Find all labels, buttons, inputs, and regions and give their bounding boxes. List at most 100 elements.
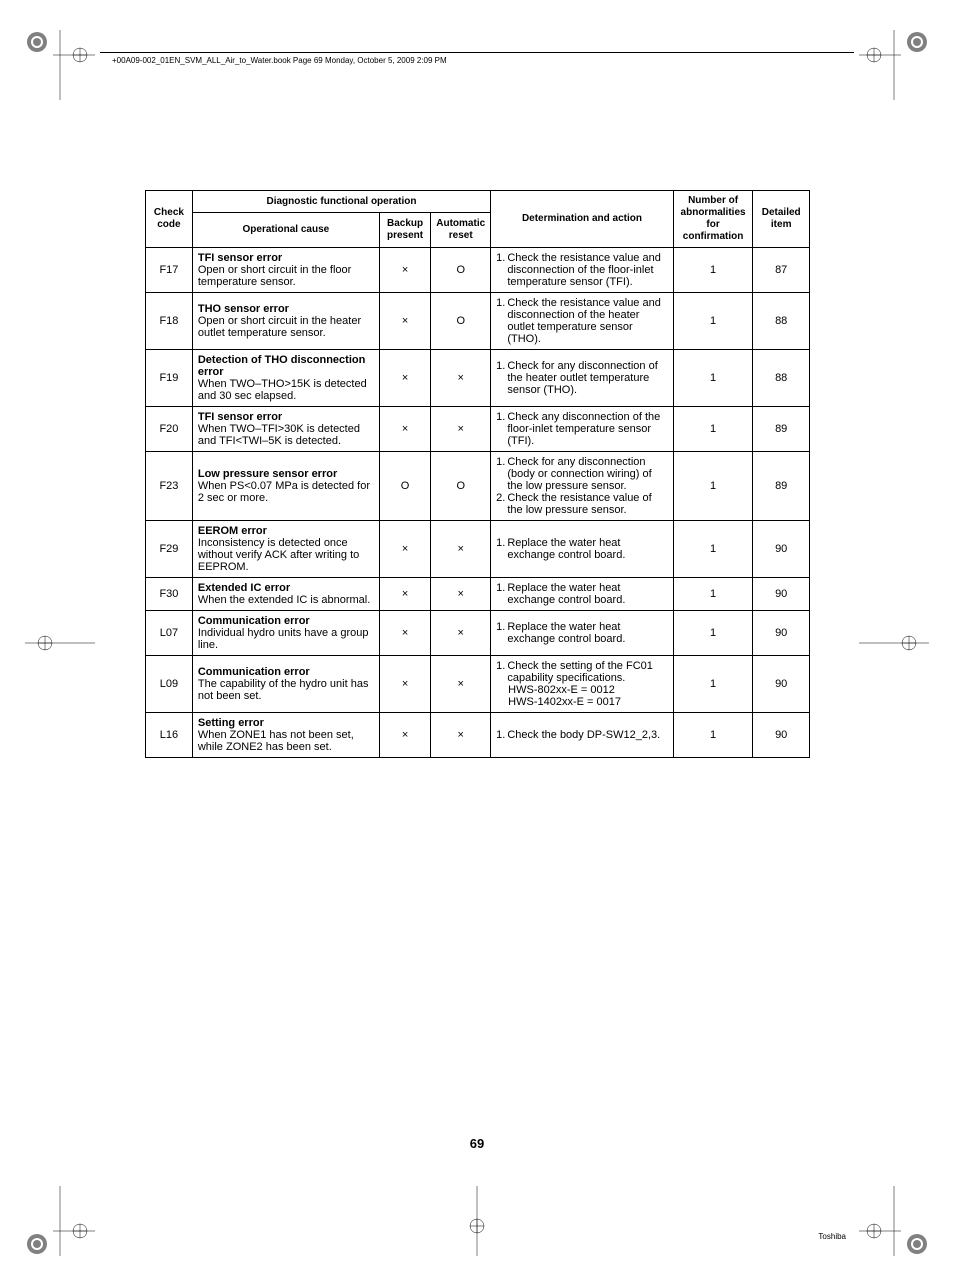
action-number: 2. — [496, 492, 507, 516]
cell-backup-present: × — [379, 407, 430, 452]
cell-detailed-item: 87 — [753, 248, 810, 293]
cell-abnormalities: 1 — [673, 656, 753, 713]
diagnostic-table: Check code Diagnostic functional operati… — [145, 190, 810, 758]
cell-check-code: L07 — [146, 611, 193, 656]
content-area: Check code Diagnostic functional operati… — [145, 190, 810, 758]
cell-check-code: F17 — [146, 248, 193, 293]
cell-auto-reset: × — [431, 578, 491, 611]
cell-check-code: F20 — [146, 407, 193, 452]
cause-body: When the extended IC is abnormal. — [198, 594, 370, 606]
cause-body: Inconsistency is detected once without v… — [198, 537, 359, 573]
cell-auto-reset: × — [431, 407, 491, 452]
crop-mark-mid-bottom — [442, 1186, 512, 1256]
action-number: 1. — [496, 582, 507, 606]
action-indent-text: HWS-1402xx-E = 0017 — [496, 696, 668, 708]
cause-title: Extended IC error — [198, 582, 374, 594]
action-text: Check the setting of the FC01 capability… — [507, 660, 667, 684]
action-line: 1.Replace the water heat exchange contro… — [496, 537, 668, 561]
cell-abnormalities: 1 — [673, 350, 753, 407]
cell-backup-present: × — [379, 350, 430, 407]
cause-body: When ZONE1 has not been set, while ZONE2… — [198, 729, 354, 753]
cell-abnormalities: 1 — [673, 452, 753, 521]
cause-body: Open or short circuit in the floor tempe… — [198, 264, 351, 288]
cell-backup-present: × — [379, 713, 430, 758]
cell-determination-action: 1.Check any disconnection of the floor-i… — [491, 407, 674, 452]
cell-check-code: F29 — [146, 521, 193, 578]
cause-body: The capability of the hydro unit has not… — [198, 678, 369, 702]
action-line: 1.Check the setting of the FC01 capabili… — [496, 660, 668, 684]
action-line: 2.Check the resistance value of the low … — [496, 492, 668, 516]
cell-detailed-item: 90 — [753, 713, 810, 758]
cell-auto-reset: × — [431, 656, 491, 713]
th-backup: Backup present — [379, 213, 430, 248]
action-number: 1. — [496, 729, 507, 741]
cell-determination-action: 1.Check for any disconnection (body or c… — [491, 452, 674, 521]
cell-determination-action: 1.Check for any disconnection of the hea… — [491, 350, 674, 407]
action-text: Replace the water heat exchange control … — [507, 621, 667, 645]
cause-body: When PS<0.07 MPa is detected for 2 sec o… — [198, 480, 370, 504]
cell-detailed-item: 90 — [753, 521, 810, 578]
cell-auto-reset: O — [431, 293, 491, 350]
cause-title: THO sensor error — [198, 303, 374, 315]
cell-backup-present: × — [379, 248, 430, 293]
cell-check-code: L16 — [146, 713, 193, 758]
cause-title: Communication error — [198, 615, 374, 627]
action-text: Check the resistance value and disconnec… — [507, 252, 667, 288]
cause-title: Communication error — [198, 666, 374, 678]
cell-determination-action: 1.Replace the water heat exchange contro… — [491, 611, 674, 656]
footer-brand: Toshiba — [818, 1232, 846, 1241]
cell-operational-cause: Detection of THO disconnection errorWhen… — [192, 350, 379, 407]
action-text: Replace the water heat exchange control … — [507, 582, 667, 606]
table-row: F29EEROM errorInconsistency is detected … — [146, 521, 810, 578]
cell-auto-reset: × — [431, 521, 491, 578]
cell-detailed-item: 88 — [753, 293, 810, 350]
th-diag-op: Diagnostic functional operation — [192, 191, 490, 213]
action-text: Check the resistance value and disconnec… — [507, 297, 667, 345]
cell-operational-cause: Communication errorIndividual hydro unit… — [192, 611, 379, 656]
action-line: 1.Check any disconnection of the floor-i… — [496, 411, 668, 447]
cell-check-code: F30 — [146, 578, 193, 611]
cause-title: Setting error — [198, 717, 374, 729]
cell-backup-present: × — [379, 521, 430, 578]
cell-determination-action: 1.Replace the water heat exchange contro… — [491, 578, 674, 611]
th-op-cause: Operational cause — [192, 213, 379, 248]
action-line: 1.Check the resistance value and disconn… — [496, 252, 668, 288]
cell-abnormalities: 1 — [673, 521, 753, 578]
cell-operational-cause: EEROM errorInconsistency is detected onc… — [192, 521, 379, 578]
cell-determination-action: 1.Replace the water heat exchange contro… — [491, 521, 674, 578]
cause-title: Detection of THO disconnection error — [198, 354, 374, 378]
cause-body: When TWO–TFI>30K is detected and TFI<TWI… — [198, 423, 360, 447]
table-row: F30 Extended IC errorWhen the extended IC… — [146, 578, 810, 611]
table-row: F18THO sensor errorOpen or short circuit… — [146, 293, 810, 350]
cell-backup-present: × — [379, 293, 430, 350]
action-text: Check for any disconnection of the heate… — [507, 360, 667, 396]
th-check-code: Check code — [146, 191, 193, 248]
header-rule — [100, 52, 854, 53]
action-number: 1. — [496, 297, 507, 345]
action-line: 1.Check for any disconnection of the hea… — [496, 360, 668, 396]
action-number: 1. — [496, 456, 507, 492]
action-line: 1.Check for any disconnection (body or c… — [496, 456, 668, 492]
cell-check-code: F18 — [146, 293, 193, 350]
cell-auto-reset: × — [431, 713, 491, 758]
action-text: Replace the water heat exchange control … — [507, 537, 667, 561]
cell-operational-cause: Communication errorThe capability of the… — [192, 656, 379, 713]
th-auto-reset: Automatic reset — [431, 213, 491, 248]
table-row: L16 Setting errorWhen ZONE1 has not been … — [146, 713, 810, 758]
action-line: 1.Replace the water heat exchange contro… — [496, 582, 668, 606]
action-number: 1. — [496, 252, 507, 288]
cell-operational-cause: TFI sensor errorOpen or short circuit in… — [192, 248, 379, 293]
header-book-info: +00A09-002_01EN_SVM_ALL_Air_to_Water.boo… — [112, 56, 447, 65]
cell-check-code: F23 — [146, 452, 193, 521]
cell-detailed-item: 89 — [753, 452, 810, 521]
action-number: 1. — [496, 621, 507, 645]
crop-mark-mid-left — [25, 608, 95, 678]
cell-backup-present: × — [379, 611, 430, 656]
table-row: L07Communication errorIndividual hydro u… — [146, 611, 810, 656]
action-number: 1. — [496, 360, 507, 396]
th-detailed: Detailed item — [753, 191, 810, 248]
table-row: L09Communication errorThe capability of … — [146, 656, 810, 713]
action-number: 1. — [496, 660, 507, 684]
cell-auto-reset: O — [431, 452, 491, 521]
cell-abnormalities: 1 — [673, 713, 753, 758]
